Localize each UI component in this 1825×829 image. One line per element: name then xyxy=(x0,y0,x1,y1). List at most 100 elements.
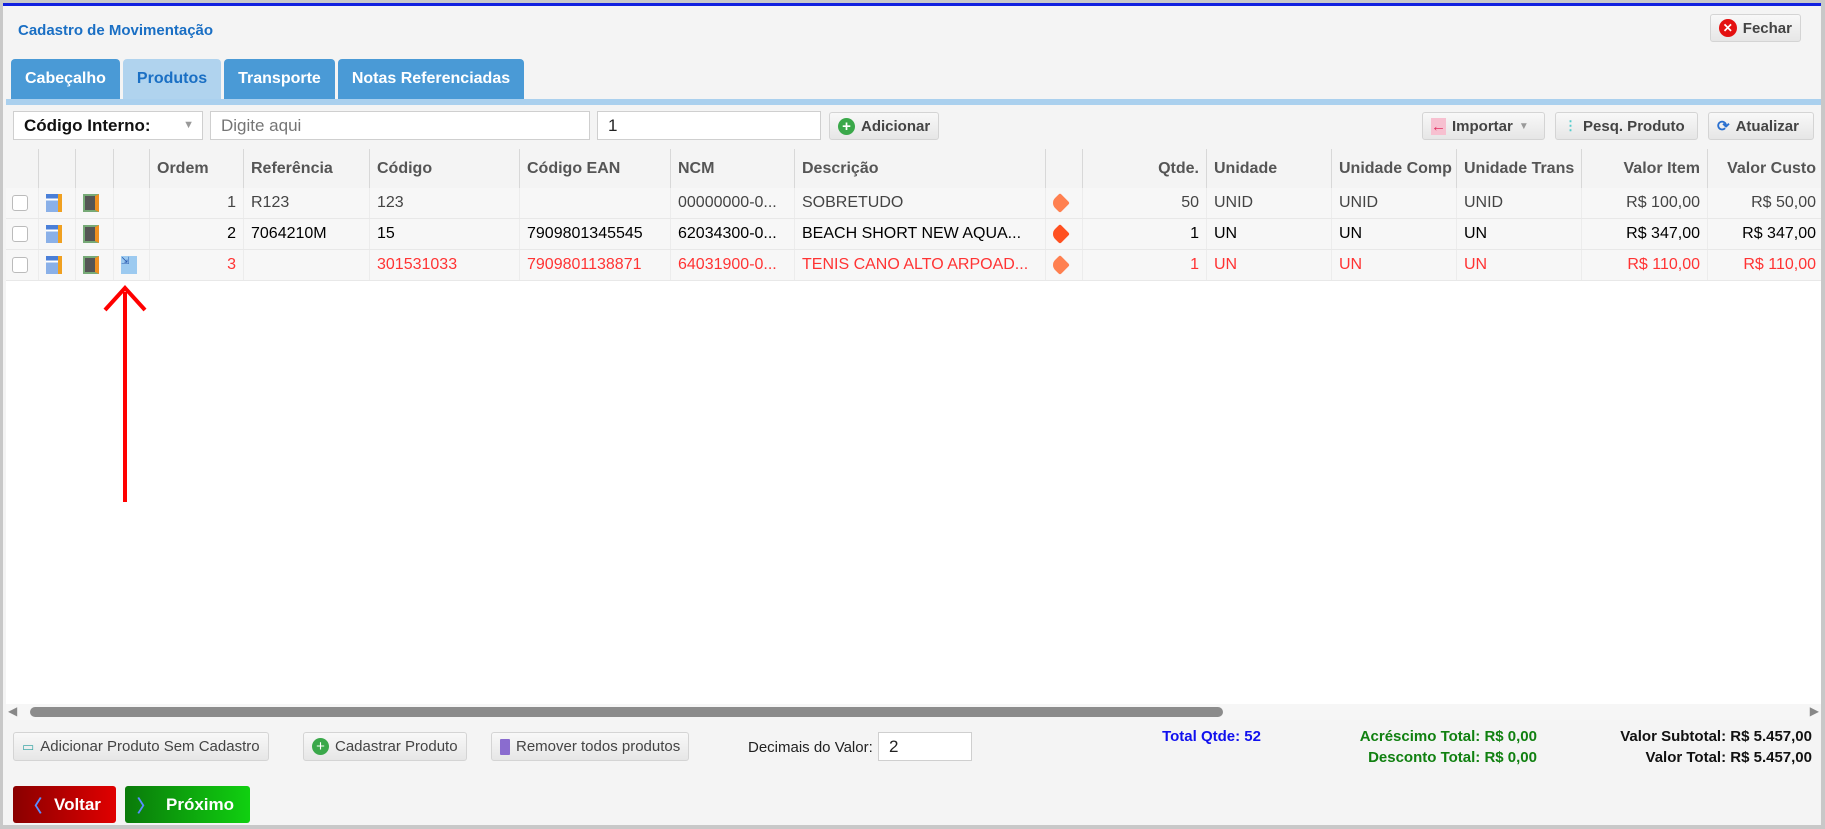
cell-qtde: 50 xyxy=(1083,188,1207,218)
cell-valor_custo: R$ 347,00 xyxy=(1708,219,1821,249)
close-icon: ✕ xyxy=(1718,19,1737,37)
cell-unidade: UNID xyxy=(1207,188,1332,218)
cell-action xyxy=(76,219,114,249)
search-type-value: Código Interno: xyxy=(24,116,151,135)
close-button[interactable]: ✕ Fechar xyxy=(1709,14,1801,42)
cell-ordem: 2 xyxy=(150,219,244,249)
products-grid: Ordem Referência Código Código EAN NCM Descri… xyxy=(6,149,1821,704)
edit-icon[interactable] xyxy=(46,256,62,274)
cell-unidade: UN xyxy=(1207,250,1332,280)
plus-circle-icon: + xyxy=(838,117,855,135)
column-header-un_trans[interactable]: Unidade Trans xyxy=(1457,149,1582,188)
column-header-icon-10[interactable] xyxy=(1046,149,1083,188)
search-type-select[interactable]: Código Interno: ▼ xyxy=(13,111,203,140)
calculator-icon[interactable] xyxy=(83,194,99,212)
refresh-button[interactable]: ⟳ Atualizar xyxy=(1708,112,1814,140)
remove-all-products-button[interactable]: Remover todos produtos xyxy=(491,732,690,761)
scrollbar-thumb[interactable] xyxy=(30,707,1223,717)
cell-action xyxy=(6,188,39,218)
cell-ean xyxy=(520,188,671,218)
row-checkbox[interactable] xyxy=(12,226,28,242)
column-header-icon-3[interactable] xyxy=(114,149,150,188)
tag-icon[interactable] xyxy=(1050,193,1070,213)
cell-valor_custo: R$ 110,00 xyxy=(1708,250,1821,280)
remove-all-label: Remover todos produtos xyxy=(516,738,681,755)
search-product-button[interactable]: ⋮ Pesq. Produto xyxy=(1555,112,1698,140)
tab-transporte[interactable]: Transporte xyxy=(224,59,335,99)
tag-icon[interactable] xyxy=(1050,224,1070,244)
cell-descricao: BEACH SHORT NEW AQUA... xyxy=(795,219,1046,249)
scroll-right-icon[interactable]: ▶ xyxy=(1809,704,1819,718)
column-header-referencia[interactable]: Referência xyxy=(244,149,370,188)
cell-ordem: 1 xyxy=(150,188,244,218)
cell-unidade: UN xyxy=(1207,219,1332,249)
register-product-label: Cadastrar Produto xyxy=(335,738,458,755)
column-header-ean[interactable]: Código EAN xyxy=(520,149,671,188)
search-input[interactable] xyxy=(210,111,590,140)
cell-valor_custo: R$ 50,00 xyxy=(1708,188,1821,218)
calculator-icon[interactable] xyxy=(83,225,99,243)
column-header-descricao[interactable]: Descrição xyxy=(795,149,1046,188)
chevron-left-icon: 〈 xyxy=(25,797,42,816)
import-button[interactable]: ← Importar ▼ xyxy=(1422,112,1545,140)
tab-produtos[interactable]: Produtos xyxy=(122,59,222,99)
table-row[interactable]: 1 R123 123 00000000-0... SOBRETUDO 50 UNID UNID… xyxy=(6,188,1821,219)
cell-action xyxy=(39,188,76,218)
cell-codigo: 301531033 xyxy=(370,250,520,280)
cell-action xyxy=(6,219,39,249)
cell-action xyxy=(76,188,114,218)
column-header-icon-1[interactable] xyxy=(39,149,76,188)
scroll-left-icon[interactable]: ◀ xyxy=(8,704,18,718)
decimals-input[interactable]: 2 xyxy=(878,732,972,761)
close-label: Fechar xyxy=(1742,19,1792,37)
edit-icon[interactable] xyxy=(46,194,62,212)
refresh-icon: ⟳ xyxy=(1717,118,1730,135)
column-header-un_comp[interactable]: Unidade Comp xyxy=(1332,149,1457,188)
add-label: Adicionar xyxy=(861,117,931,135)
next-button[interactable]: 〉 Próximo xyxy=(125,786,250,823)
tab-notas-referenciadas[interactable]: Notas Referenciadas xyxy=(337,59,525,99)
cell-codigo: 15 xyxy=(370,219,520,249)
column-header-icon-2[interactable] xyxy=(76,149,114,188)
tab-cabecalho[interactable]: Cabeçalho xyxy=(11,59,120,99)
quantity-input[interactable]: 1 xyxy=(597,111,821,140)
column-header-ncm[interactable]: NCM xyxy=(671,149,795,188)
cell-ncm: 62034300-0... xyxy=(671,219,795,249)
table-row[interactable]: 2 7064210M 15 7909801345545 62034300-0... BEA… xyxy=(6,219,1821,250)
import-arrow-icon: ← xyxy=(1431,117,1446,135)
total-value: Valor Total: R$ 5.457,00 xyxy=(1645,749,1812,766)
cell-action xyxy=(39,219,76,249)
add-button[interactable]: + Adicionar xyxy=(829,112,940,140)
back-button[interactable]: 〈 Voltar xyxy=(13,786,116,823)
add-product-without-registration-button[interactable]: ▭ Adicionar Produto Sem Cadastro xyxy=(13,732,269,761)
cell-action: ⇲ xyxy=(114,250,150,280)
column-header-valor_custo[interactable]: Valor Custo xyxy=(1708,149,1821,188)
cell-un_trans: UNID xyxy=(1457,188,1582,218)
edit-icon[interactable] xyxy=(46,225,62,243)
column-header-codigo[interactable]: Código xyxy=(370,149,520,188)
tag-icon[interactable] xyxy=(1050,255,1070,275)
horizontal-scrollbar[interactable]: ◀ ▶ xyxy=(6,704,1821,720)
discount-total: Desconto Total: R$ 0,00 xyxy=(1368,749,1537,766)
import-label: Importar xyxy=(1452,117,1513,135)
chevron-right-icon: 〉 xyxy=(137,797,154,816)
column-header-unidade[interactable]: Unidade xyxy=(1207,149,1332,188)
decimals-label: Decimais do Valor: xyxy=(748,739,873,756)
cell-un_trans: UN xyxy=(1457,250,1582,280)
column-header-ordem[interactable]: Ordem xyxy=(150,149,244,188)
row-checkbox[interactable] xyxy=(12,195,28,211)
chevron-down-icon: ▼ xyxy=(1518,120,1529,132)
subtotal-value: Valor Subtotal: R$ 5.457,00 xyxy=(1620,728,1812,745)
column-header-valor_item[interactable]: Valor Item xyxy=(1582,149,1708,188)
cell-referencia: 7064210M xyxy=(244,219,370,249)
cell-action xyxy=(76,250,114,280)
column-header-icon-0[interactable] xyxy=(6,149,39,188)
link-product-icon[interactable]: ⇲ xyxy=(121,256,137,274)
calculator-icon[interactable] xyxy=(83,256,99,274)
cell-qtde: 1 xyxy=(1083,219,1207,249)
register-product-button[interactable]: + Cadastrar Produto xyxy=(303,732,467,761)
table-row[interactable]: ⇲ 3 301531033 7909801138871 64031900-0... TEN… xyxy=(6,250,1821,281)
column-header-qtde[interactable]: Qtde. xyxy=(1083,149,1207,188)
row-checkbox[interactable] xyxy=(12,257,28,273)
cell-action xyxy=(39,250,76,280)
